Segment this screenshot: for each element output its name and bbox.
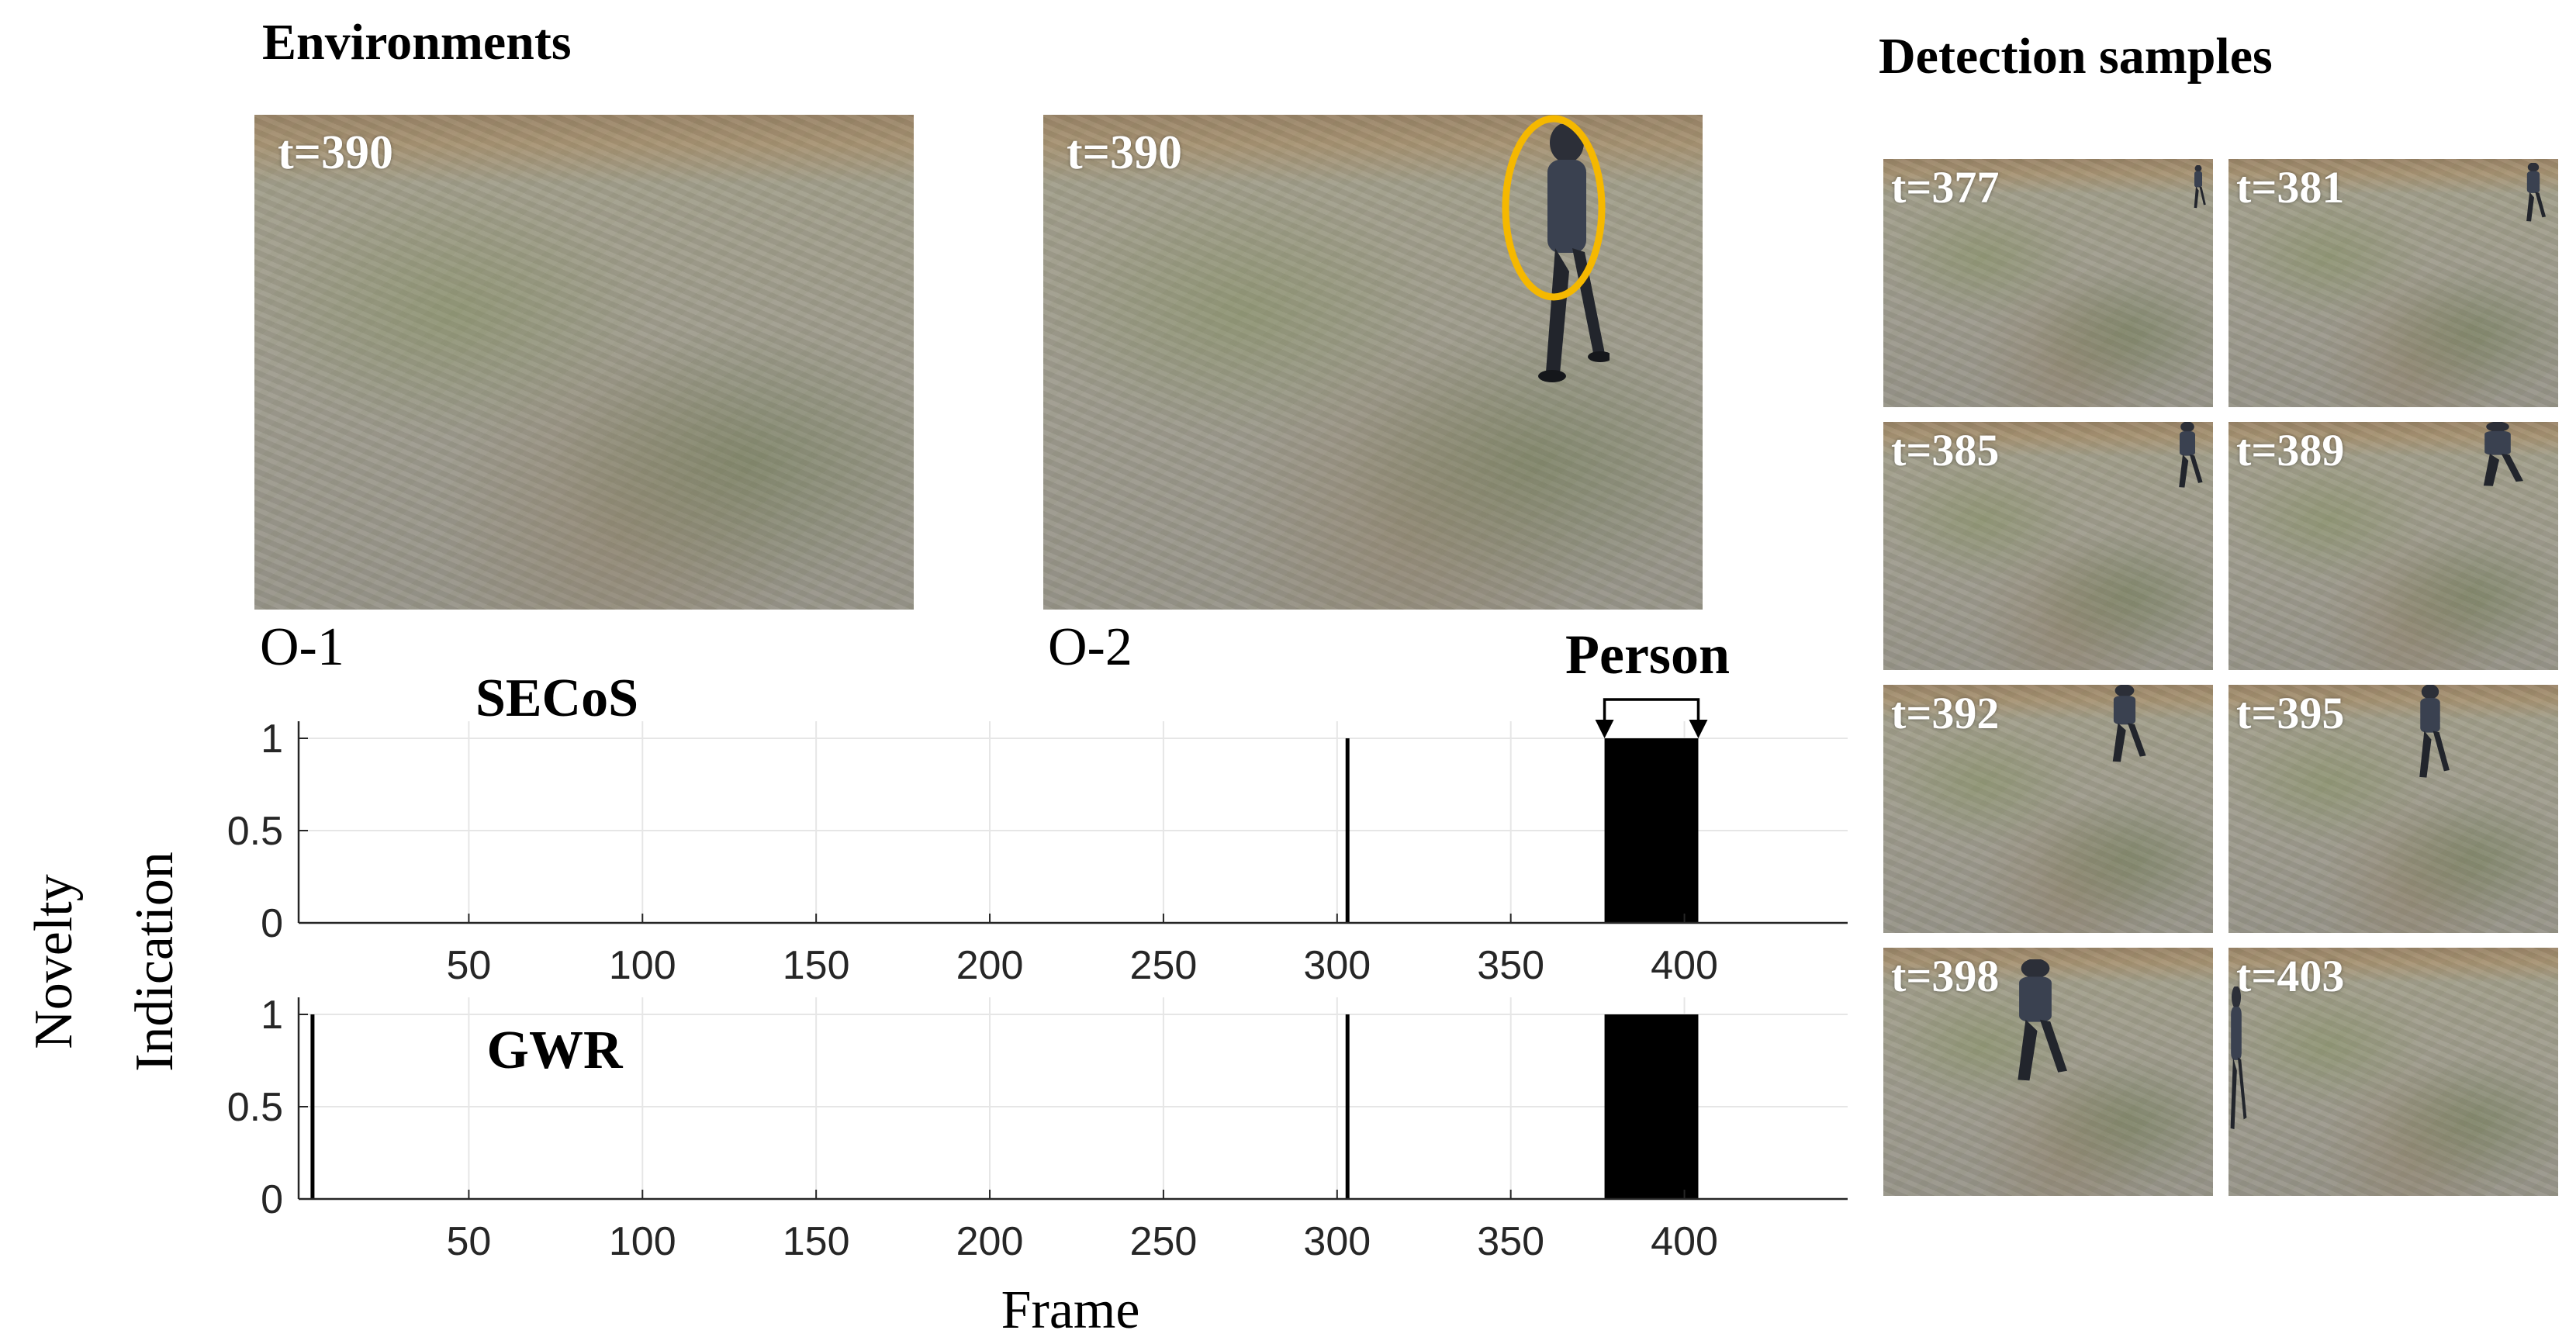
- detection-samples-grid: t=377 t=381 t=385 t=389 t=392 t=395 t=398 t=403: [1883, 159, 2558, 1198]
- detection-sample-tile: t=385: [1883, 422, 2213, 670]
- sample-time-label: t=381: [2236, 162, 2345, 212]
- y-tick-label: 0.5: [227, 809, 283, 854]
- walking-person-figure: [2519, 163, 2547, 226]
- novelty-panel-gwr: 50 100 150 200 250 300 350 400 0 0.5 1 GWR: [227, 993, 1848, 1264]
- sample-time-label: t=377: [1891, 162, 2000, 212]
- y-axis-title: Indication: [125, 852, 185, 1072]
- x-tick-label: 350: [1477, 943, 1544, 988]
- annotation-arrow-right: [1689, 720, 1708, 738]
- grass-field-image: [2228, 948, 2558, 1196]
- walking-person-figure: [2170, 422, 2204, 493]
- environment-photo-o2: t=390: [1043, 115, 1703, 610]
- person-highlight-ellipse: [1502, 115, 1606, 301]
- environment-photo-o1: t=390: [254, 115, 914, 610]
- grass-field-image: [1883, 422, 2213, 670]
- x-tick-label: 350: [1477, 1219, 1544, 1264]
- detection-sample-tile: t=381: [2228, 159, 2558, 407]
- environment-caption-o1: O-1: [260, 617, 344, 677]
- grass-field-image: [1883, 685, 2213, 933]
- grass-field-image: [1883, 159, 2213, 407]
- y-tick-label: 1: [261, 717, 283, 762]
- panel-title: GWR: [487, 1021, 624, 1080]
- grass-field-image: [2228, 159, 2558, 407]
- walking-person-figure: [1524, 124, 1610, 396]
- sample-time-label: t=403: [2236, 951, 2345, 1001]
- walking-person-figure: [2469, 422, 2526, 492]
- detection-sample-tile: t=403: [2228, 948, 2558, 1196]
- x-tick-label: 300: [1303, 943, 1371, 988]
- walking-person-figure: [2101, 685, 2149, 769]
- x-tick-label: 150: [783, 943, 850, 988]
- y-tick-label: 1: [261, 993, 283, 1038]
- grass-field-image: [2228, 422, 2558, 670]
- walking-person-figure: [2190, 165, 2207, 212]
- walking-person-figure: [2000, 959, 2071, 1091]
- x-tick-label: 100: [609, 943, 676, 988]
- y-tick-label: 0: [261, 1177, 283, 1222]
- person-annotation-label: Person: [1565, 624, 1730, 686]
- x-tick-label: 150: [783, 1219, 850, 1264]
- grass-field-image: [1043, 115, 1703, 610]
- novelty-interval-bar: [1604, 1014, 1699, 1199]
- sample-time-label: t=389: [2236, 425, 2345, 475]
- sample-time-label: t=385: [1891, 425, 2000, 475]
- x-tick-label: 250: [1130, 943, 1198, 988]
- walking-person-figure: [2228, 986, 2248, 1142]
- grass-field-image: [254, 115, 914, 610]
- x-tick-label: 200: [956, 1219, 1024, 1264]
- environment-time-label: t=390: [278, 126, 393, 179]
- annotation-arrow-left: [1595, 720, 1614, 738]
- x-tick-label: 200: [956, 943, 1024, 988]
- x-tick-label: 300: [1303, 1219, 1371, 1264]
- x-tick-label: 250: [1130, 1219, 1198, 1264]
- environment-caption-o2: O-2: [1048, 617, 1132, 677]
- detection-sample-tile: t=398: [1883, 948, 2213, 1196]
- x-tick-label: 400: [1651, 1219, 1718, 1264]
- y-tick-label: 0.5: [227, 1085, 283, 1130]
- sample-time-label: t=398: [1891, 951, 2000, 1001]
- novelty-interval-bar: [1604, 738, 1699, 923]
- x-tick-label: 50: [446, 943, 491, 988]
- annotation-bracket: [1603, 698, 1700, 735]
- sample-time-label: t=395: [2236, 688, 2345, 738]
- x-tick-label: 100: [609, 1219, 676, 1264]
- x-tick-label: 50: [446, 1219, 491, 1264]
- y-tick-label: 0: [261, 901, 283, 946]
- detection-sample-tile: t=389: [2228, 422, 2558, 670]
- sample-time-label: t=392: [1891, 688, 2000, 738]
- detection-sample-tile: t=392: [1883, 685, 2213, 933]
- detection-sample-tile: t=377: [1883, 159, 2213, 407]
- highlight-ring: [1502, 115, 1606, 301]
- environments-heading: Environments: [262, 14, 572, 71]
- x-axis-title: Frame: [1001, 1280, 1140, 1340]
- detection-samples-heading: Detection samples: [1879, 28, 2273, 85]
- novelty-panel-secos: 50 100 150 200 250 300 350 400 0 0.5 1 SECoS: [227, 669, 1848, 988]
- environment-time-label: t=390: [1067, 126, 1182, 179]
- grass-field-image: [2228, 685, 2558, 933]
- detection-sample-tile: t=395: [2228, 685, 2558, 933]
- panel-title: SECoS: [475, 669, 638, 728]
- x-tick-label: 400: [1651, 943, 1718, 988]
- walking-person-figure: [2408, 685, 2452, 786]
- y-axis-title: Novelty: [24, 874, 84, 1049]
